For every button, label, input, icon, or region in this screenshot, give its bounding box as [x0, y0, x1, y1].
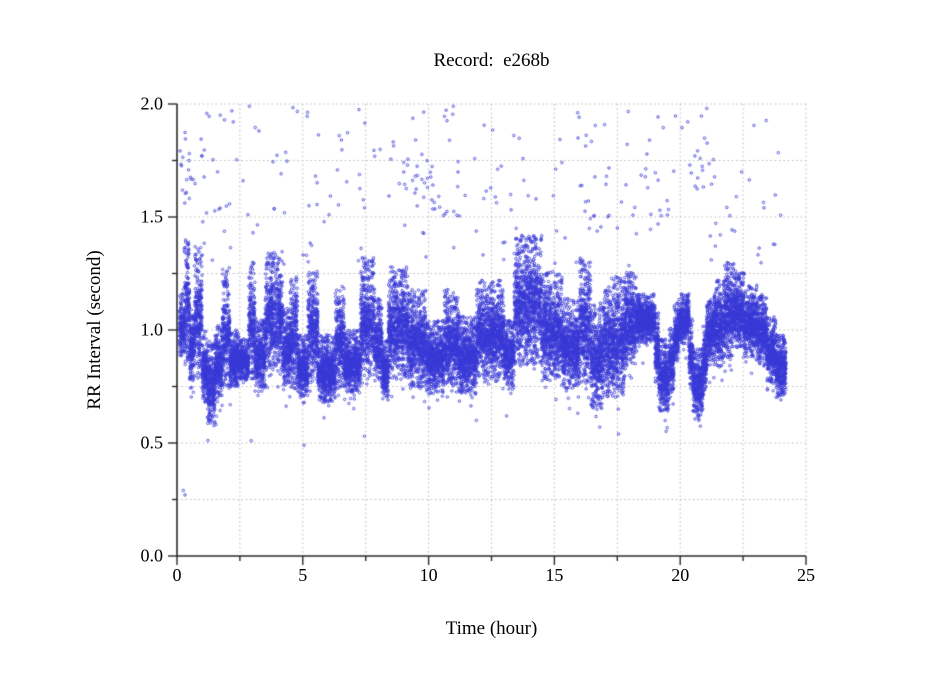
y-tick-label: 0.0	[140, 545, 164, 566]
chart-title: Record: e268b	[433, 50, 550, 71]
y-tick-label: 2.0	[140, 93, 164, 114]
y-tick-label: 1.0	[140, 319, 164, 340]
x-tick-label: 20	[671, 565, 690, 585]
x-tick-label: 10	[419, 565, 438, 585]
y-tick-label: 1.5	[140, 206, 164, 227]
x-tick-label: 5	[298, 565, 308, 585]
y-tick-label: 0.5	[140, 432, 164, 453]
x-axis-label: Time (hour)	[445, 618, 538, 639]
x-tick-label: 0	[172, 565, 182, 585]
x-tick-label: 15	[545, 565, 564, 585]
x-tick-label: 25	[797, 565, 815, 585]
